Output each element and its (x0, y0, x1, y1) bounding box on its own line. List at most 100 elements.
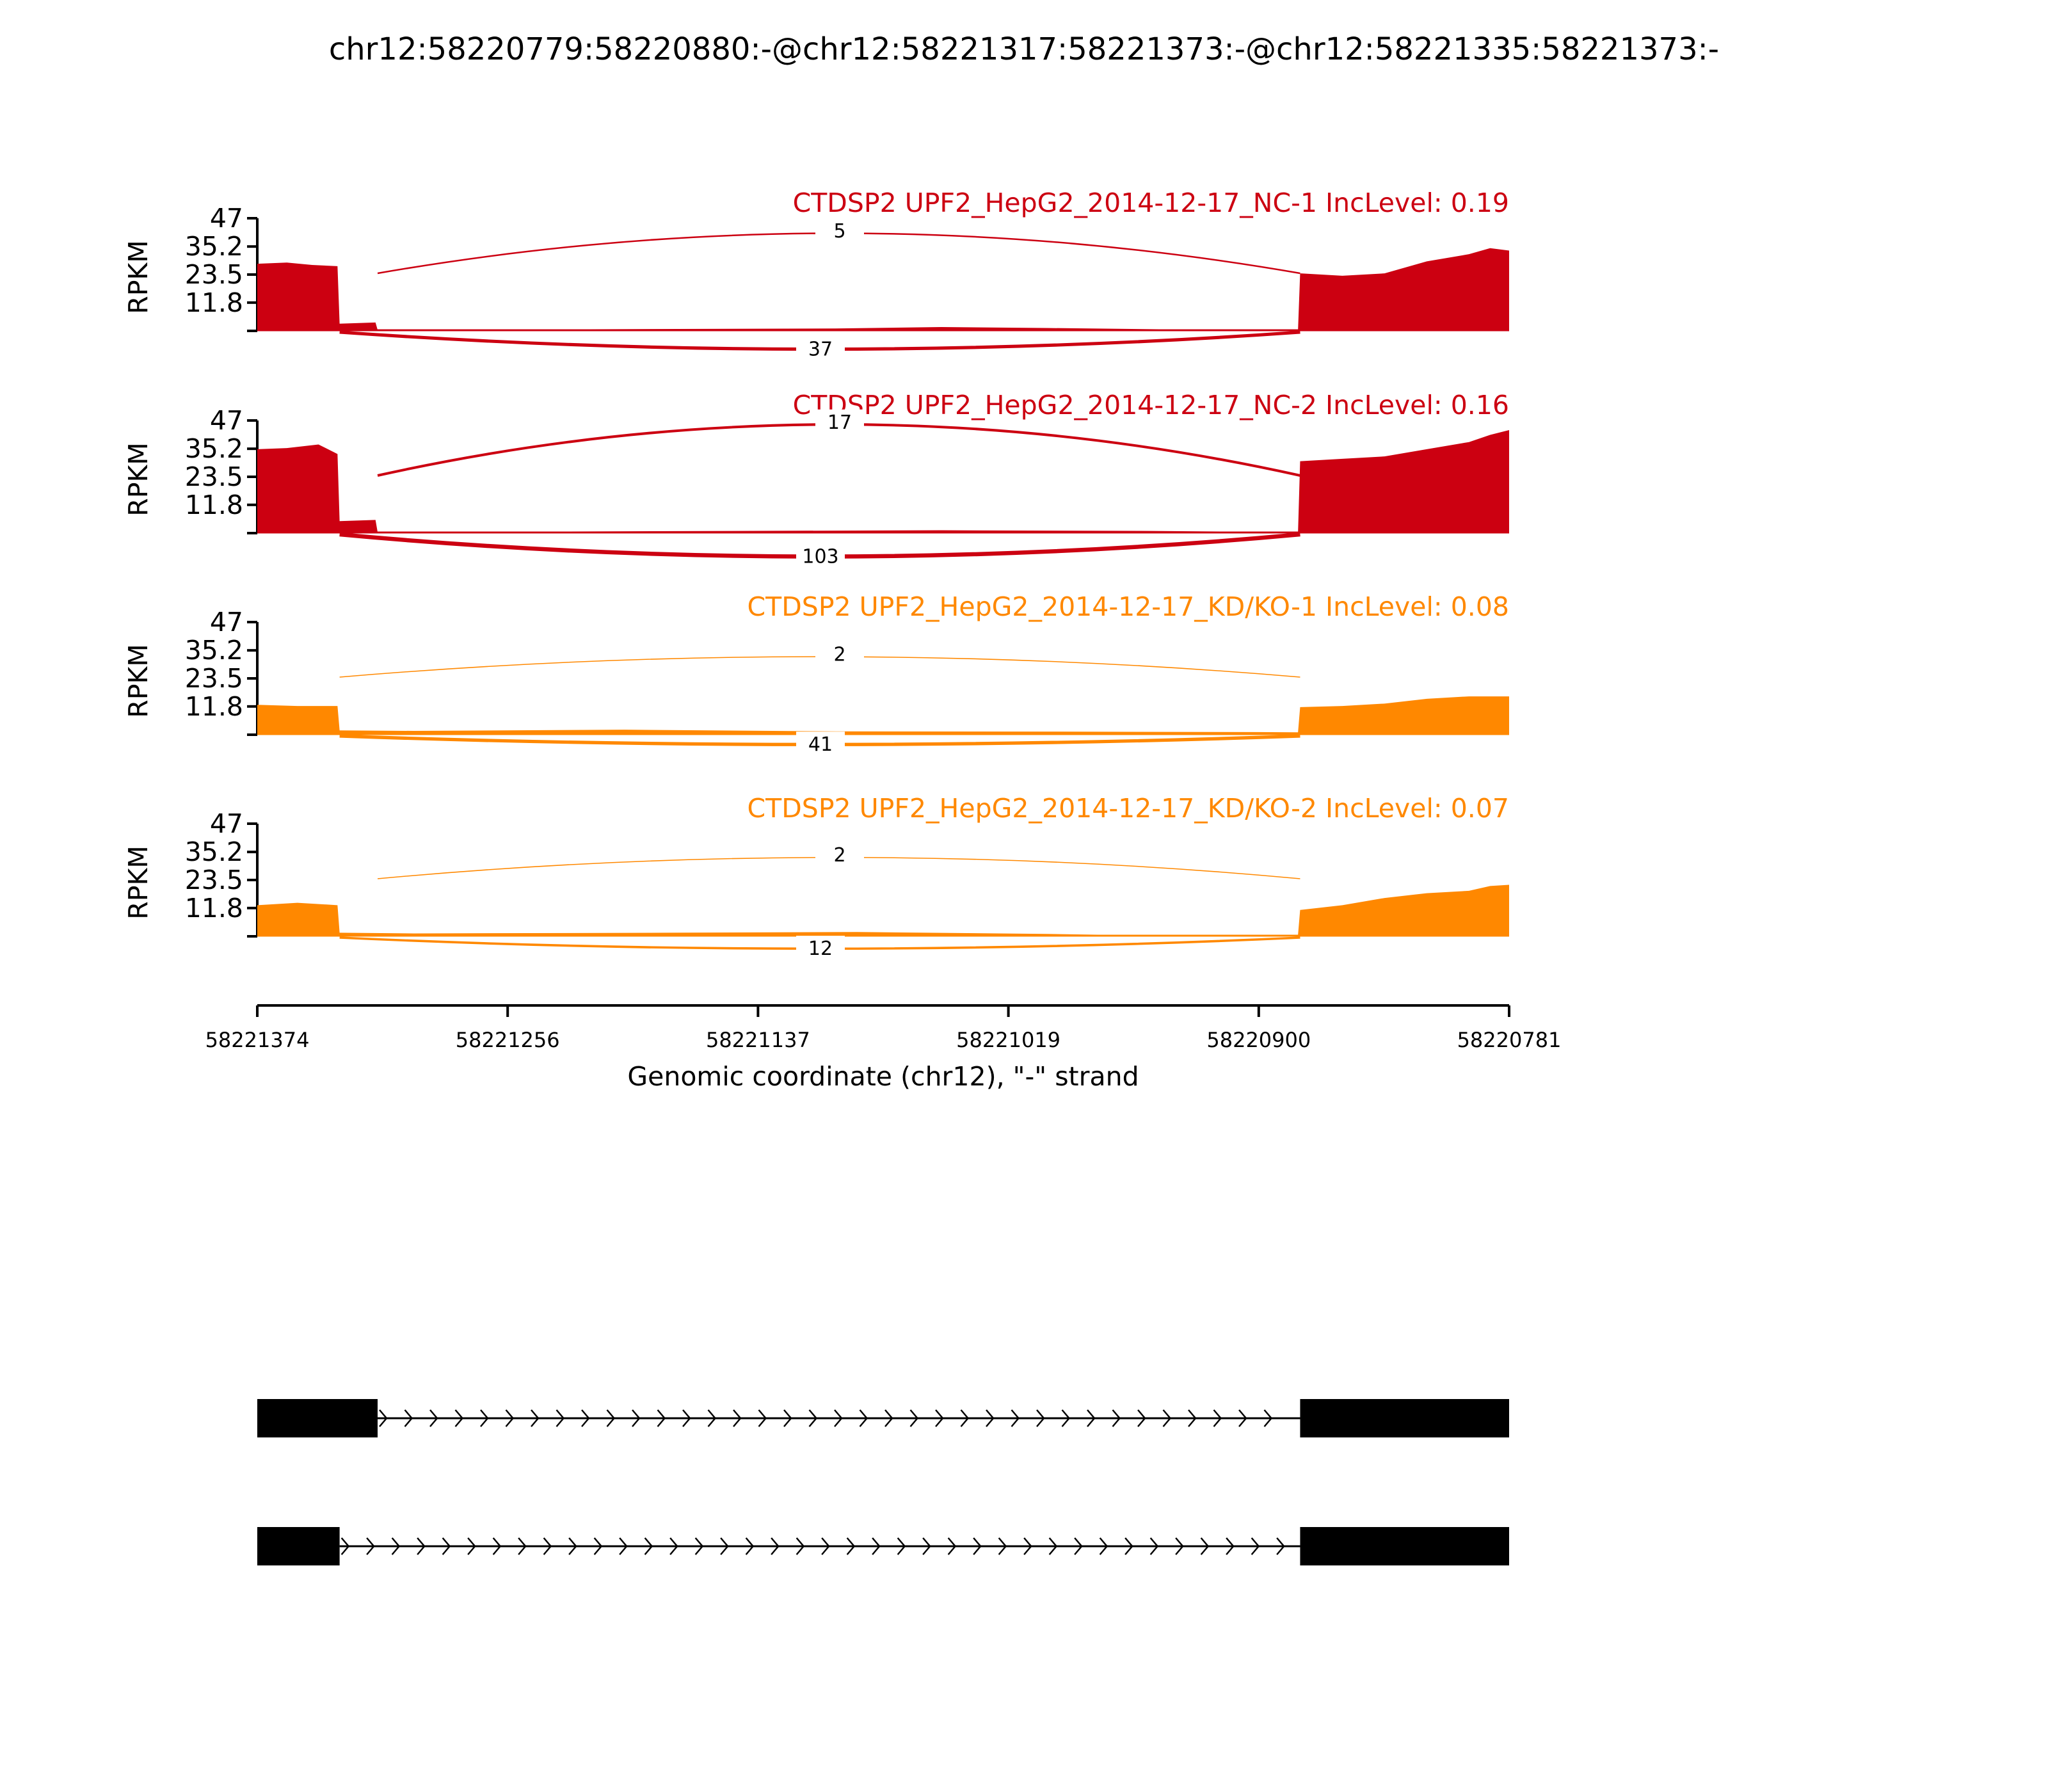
y-axis-label: RPKM (123, 845, 154, 919)
strand-arrow (796, 1537, 805, 1555)
isoform-tracks (257, 1399, 1509, 1565)
strand-arrow (531, 1409, 540, 1427)
exon-block (257, 1527, 340, 1565)
y-axis-label: RPKM (123, 644, 154, 717)
strand-arrow (1226, 1537, 1235, 1555)
coverage-area (257, 696, 1509, 735)
strand-arrow (935, 1409, 944, 1427)
x-ticks: 58221374 58221256 58221137 58221019 58220900… (205, 1005, 1561, 1052)
strand-arrow (1061, 1409, 1071, 1427)
x-tick-label: 58221137 (706, 1028, 810, 1052)
strand-arrow (884, 1409, 893, 1427)
y-tick-label: 35.2 (185, 231, 243, 262)
strand-arrow (694, 1537, 704, 1555)
exon-block (1300, 1527, 1509, 1565)
isoform (257, 1527, 1509, 1565)
y-tick-label: 11.8 (185, 691, 243, 722)
panel-title: CTDSP2 UPF2_HepG2_2014-12-17_KD/KO-1 Inc… (748, 591, 1509, 622)
strand-arrow (644, 1537, 653, 1555)
junction-label-bg (796, 732, 845, 758)
panel-title: CTDSP2 UPF2_HepG2_2014-12-17_NC-1 IncLev… (793, 188, 1509, 218)
strand-arrow (1137, 1409, 1146, 1427)
strand-arrow (454, 1409, 464, 1427)
strand-arrow (568, 1537, 577, 1555)
y-tick-label: 35.2 (185, 836, 243, 867)
coverage-area (257, 884, 1509, 936)
junction-read-count: 2 (833, 844, 845, 867)
strand-arrow (720, 1537, 729, 1555)
junction-label-bg (796, 936, 845, 962)
strand-arrow (808, 1409, 818, 1427)
strand-arrow (606, 1409, 616, 1427)
strand-arrow (1124, 1537, 1133, 1555)
junction-read-count: 5 (833, 220, 845, 243)
strand-arrow (758, 1409, 767, 1427)
panel-title: CTDSP2 UPF2_HepG2_2014-12-17_KD/KO-2 Inc… (748, 793, 1509, 824)
junction-label-bg (815, 218, 864, 244)
strand-arrow (1099, 1537, 1108, 1555)
junction-read-count: 2 (833, 643, 845, 666)
strand-arrow (669, 1537, 678, 1555)
y-tick-label: 23.5 (185, 663, 243, 694)
strand-arrow (1276, 1537, 1285, 1555)
strand-arrow (745, 1537, 755, 1555)
coverage-area (257, 248, 1509, 331)
y-tick-label: 23.5 (185, 865, 243, 895)
strand-arrow (707, 1409, 717, 1427)
y-tick-label: 47 (210, 808, 243, 839)
strand-arrow (1188, 1409, 1197, 1427)
strand-arrow (657, 1409, 666, 1427)
strand-arrow (1011, 1409, 1020, 1427)
y-axis-label: RPKM (123, 240, 154, 314)
strand-arrow (593, 1537, 603, 1555)
strand-arrow (998, 1537, 1007, 1555)
strand-arrow (1036, 1409, 1045, 1427)
strand-arrow (492, 1537, 502, 1555)
x-tick-label: 58220900 (1206, 1028, 1311, 1052)
strand-arrow (1238, 1409, 1247, 1427)
figure-title: chr12:58220779:58220880:-@chr12:58221317… (329, 31, 1719, 67)
junction-read-count: 17 (828, 412, 852, 434)
junction-label-bg (815, 409, 864, 435)
exon-block (257, 1399, 378, 1437)
junction-label-bg (815, 842, 864, 868)
x-tick-label: 58221374 (205, 1028, 310, 1052)
y-tick-label: 23.5 (185, 461, 243, 492)
x-tick-label: 58221019 (956, 1028, 1060, 1052)
strand-arrow (1162, 1409, 1172, 1427)
strand-arrow (417, 1537, 426, 1555)
strand-arrow (366, 1537, 375, 1555)
strand-arrow (391, 1537, 401, 1555)
strand-arrow (846, 1537, 856, 1555)
strand-arrow (505, 1409, 515, 1427)
y-tick-label: 35.2 (185, 635, 243, 666)
strand-arrow (859, 1409, 868, 1427)
strand-arrow (922, 1537, 931, 1555)
junction-read-count: 41 (808, 733, 833, 756)
isoform (257, 1399, 1509, 1437)
junction-read-count: 12 (808, 938, 833, 960)
strand-arrow (556, 1409, 565, 1427)
coverage-area (257, 429, 1509, 533)
y-tick-label: 11.8 (185, 893, 243, 924)
strand-arrow (404, 1409, 413, 1427)
strand-arrow (480, 1409, 489, 1427)
y-tick-label: 11.8 (185, 287, 243, 318)
genomic-x-axis: 58221374 58221256 58221137 58221019 58220900… (205, 1004, 1561, 1092)
x-tick-label: 58221256 (456, 1028, 560, 1052)
strand-arrow (1263, 1409, 1273, 1427)
strand-arrow (1074, 1537, 1083, 1555)
strand-arrow (909, 1409, 919, 1427)
strand-arrow (834, 1409, 843, 1427)
junction-read-count: 37 (808, 338, 833, 360)
strand-arrow (872, 1537, 881, 1555)
strand-arrow (821, 1537, 830, 1555)
y-tick-label: 23.5 (185, 259, 243, 290)
junction-read-count: 103 (802, 545, 838, 568)
strand-arrow (783, 1409, 792, 1427)
